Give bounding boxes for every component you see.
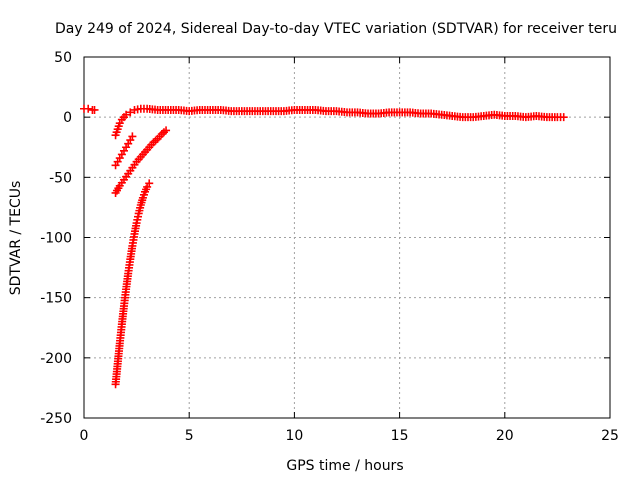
y-tick-label: 50 — [54, 50, 72, 66]
x-tick-label: 15 — [391, 428, 409, 444]
x-tick-label: 5 — [185, 428, 194, 444]
data-point — [162, 126, 171, 135]
y-tick-label: -150 — [40, 291, 72, 307]
data-point — [128, 132, 137, 141]
y-tick-label: -200 — [40, 351, 72, 367]
data-point — [559, 113, 568, 122]
x-tick-label: 20 — [496, 428, 514, 444]
y-tick-label: 0 — [63, 110, 72, 126]
y-axis-title: SDTVAR / TECUs — [8, 181, 24, 296]
y-tick-label: -50 — [49, 170, 72, 186]
axis-ticks — [83, 56, 611, 419]
y-tick-label: -250 — [40, 411, 72, 427]
data-point — [122, 110, 131, 119]
x-axis-title: GPS time / hours — [286, 458, 403, 474]
data-point — [90, 105, 99, 114]
x-tick-label: 25 — [601, 428, 619, 444]
x-tick-label: 0 — [80, 428, 89, 444]
y-tick-label: -100 — [40, 231, 72, 247]
y-axis-tick-labels: 50 0 -50 -100 -150 -200 -250 — [40, 50, 72, 427]
x-axis-tick-labels: 0 5 10 15 20 25 — [80, 428, 619, 444]
data-point — [145, 179, 154, 188]
data-points — [80, 104, 568, 389]
x-tick-label: 10 — [285, 428, 303, 444]
data-point — [126, 108, 135, 117]
chart-title: Day 249 of 2024, Sidereal Day-to-day VTE… — [55, 21, 617, 37]
data-point — [84, 104, 93, 113]
